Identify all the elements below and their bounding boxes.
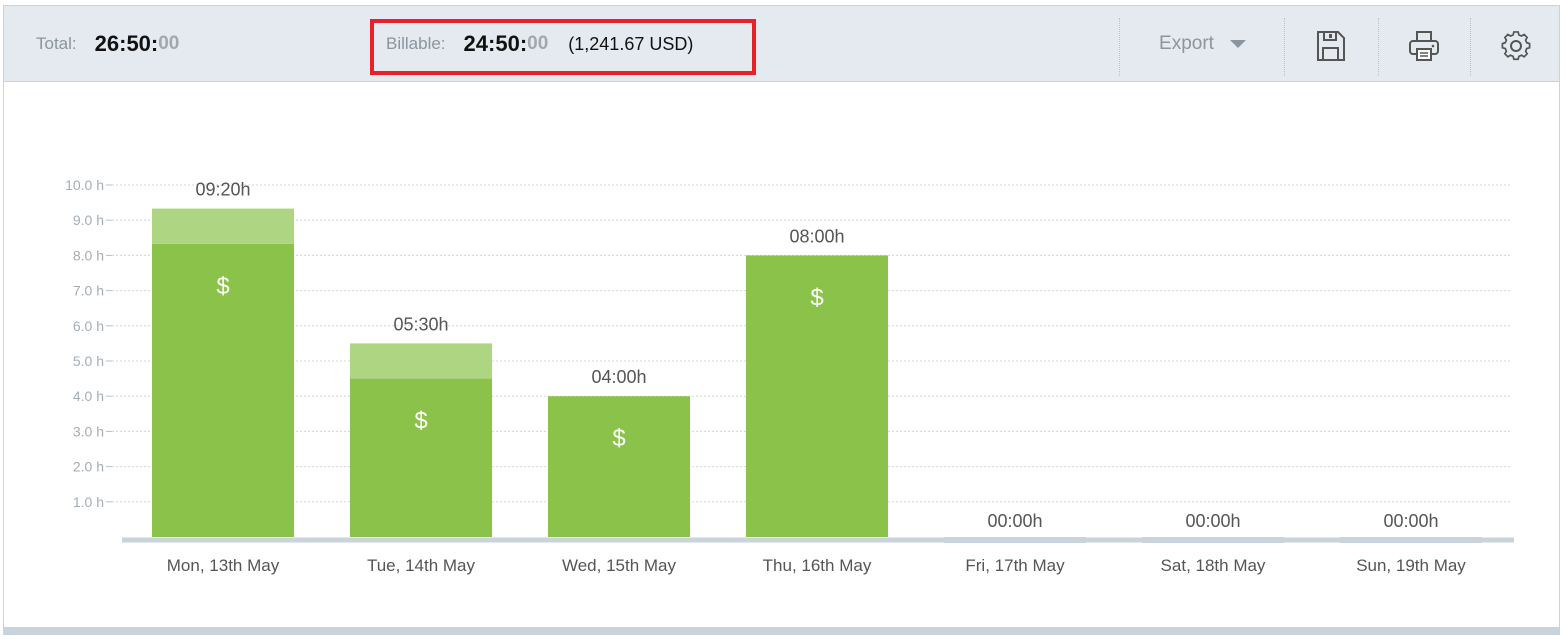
x-category-label: Sat, 18th May <box>1161 556 1266 575</box>
gear-icon[interactable] <box>1498 28 1534 64</box>
total-summary: Total: 26:50: 00 <box>36 6 179 82</box>
billable-amount: (1,241.67 USD) <box>568 33 694 54</box>
billable-time: 24:50: <box>463 31 528 56</box>
bar-value-label: 00:00h <box>1185 511 1240 531</box>
x-category-label: Sun, 19th May <box>1356 556 1466 575</box>
y-tick-label: 1.0 h <box>73 494 104 510</box>
bar-value-label: 00:00h <box>987 511 1042 531</box>
y-tick-label: 2.0 h <box>73 459 104 475</box>
export-button[interactable]: Export <box>1120 6 1285 82</box>
x-category-label: Thu, 16th May <box>763 556 872 575</box>
x-category-label: Mon, 13th May <box>167 556 280 575</box>
print-icon[interactable] <box>1406 28 1442 64</box>
empty-bar <box>1340 537 1482 543</box>
x-category-label: Fri, 17th May <box>965 556 1065 575</box>
bar-value-label: 00:00h <box>1383 511 1438 531</box>
billable-highlight-box <box>370 19 756 75</box>
billable-dollar-marker: $ <box>216 273 229 300</box>
toolbar-divider <box>1378 18 1379 76</box>
x-category-label: Tue, 14th May <box>367 556 476 575</box>
billable-dollar-marker: $ <box>414 408 427 435</box>
billable-label: Billable: <box>386 34 446 53</box>
panel-bottom-border <box>3 627 1560 635</box>
billable-dollar-marker: $ <box>810 284 823 311</box>
x-category-label: Wed, 15th May <box>562 556 677 575</box>
total-time: 26:50: <box>94 31 159 56</box>
bar-non-billable <box>152 208 294 244</box>
toolbar-divider <box>1470 18 1471 76</box>
y-tick-label: 8.0 h <box>73 247 104 263</box>
bar-value-label: 09:20h <box>195 180 250 200</box>
bar-value-label: 08:00h <box>789 226 844 246</box>
bar-non-billable <box>350 343 492 379</box>
save-icon[interactable] <box>1312 28 1348 64</box>
billable-seconds: 00 <box>527 33 549 54</box>
bar-chart: 1.0 h 2.0 h 3.0 h 4.0 h 5.0 h 6.0 h 7.0 h 8.0 h… <box>65 177 1514 575</box>
billable-dollar-marker: $ <box>612 425 625 452</box>
export-label: Export <box>1159 33 1214 54</box>
y-tick-label: 3.0 h <box>73 423 104 439</box>
toolbar-divider <box>1284 18 1285 76</box>
y-tick-label: 10.0 h <box>65 177 104 193</box>
bar-value-label: 05:30h <box>393 314 448 334</box>
bar-value-label: 04:00h <box>591 367 646 387</box>
bar-billable <box>548 396 690 537</box>
report-panel: Total: 26:50: 00 Billable: 24:50: 00 (1,… <box>3 5 1560 627</box>
y-tick-label: 9.0 h <box>73 212 104 228</box>
y-tick-label: 7.0 h <box>73 283 104 299</box>
empty-bar <box>1142 537 1284 543</box>
total-label: Total: <box>36 34 77 53</box>
bar-billable <box>746 255 888 537</box>
empty-bar <box>944 537 1086 543</box>
y-tick-label: 6.0 h <box>73 318 104 334</box>
total-seconds: 00 <box>158 33 180 54</box>
bar-billable <box>152 243 294 537</box>
y-tick-label: 4.0 h <box>73 388 104 404</box>
daily-chart: 1.0 h 2.0 h 3.0 h 4.0 h 5.0 h 6.0 h 7.0 h 8.0 h… <box>4 82 1559 628</box>
chevron-down-icon <box>1229 40 1246 48</box>
toolbar-divider <box>1119 18 1120 76</box>
y-tick-label: 5.0 h <box>73 353 104 369</box>
bar-billable <box>350 378 492 537</box>
billable-summary: Billable: 24:50: 00 (1,241.67 USD) <box>386 6 693 82</box>
summary-header: Total: 26:50: 00 Billable: 24:50: 00 (1,… <box>4 6 1559 82</box>
